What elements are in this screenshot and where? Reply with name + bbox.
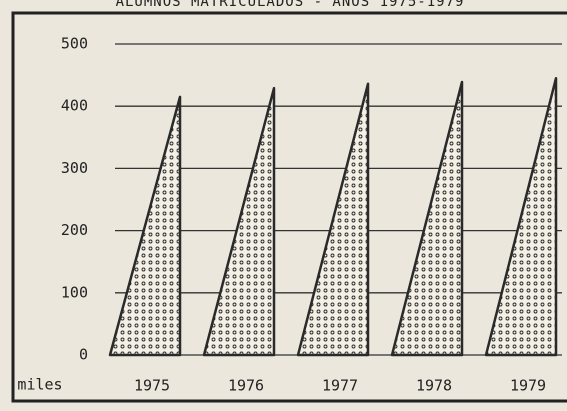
bar — [108, 95, 182, 357]
y-tick-label: 100 — [61, 283, 88, 301]
chart-frame — [11, 11, 567, 403]
x-tick-label: 1979 — [510, 377, 546, 395]
x-tick-label: 1976 — [228, 377, 264, 395]
y-tick-label: 200 — [61, 221, 88, 239]
bar — [484, 76, 558, 357]
x-tick-label: 1978 — [416, 377, 452, 395]
x-tick-label: 1975 — [134, 377, 170, 395]
y-tick-label: 500 — [61, 35, 88, 53]
y-tick-label: 300 — [61, 159, 88, 177]
bar — [202, 86, 276, 357]
y-tick-label: 0 — [79, 346, 88, 364]
unit-label: miles — [17, 376, 62, 394]
x-tick-label: 1977 — [322, 377, 358, 395]
bar — [390, 80, 464, 357]
y-tick-label: 400 — [61, 97, 88, 115]
chart-title: ALUMNOS MATRICULADOS - AÑOS 1975-1979 — [116, 0, 465, 10]
bar — [296, 82, 370, 357]
